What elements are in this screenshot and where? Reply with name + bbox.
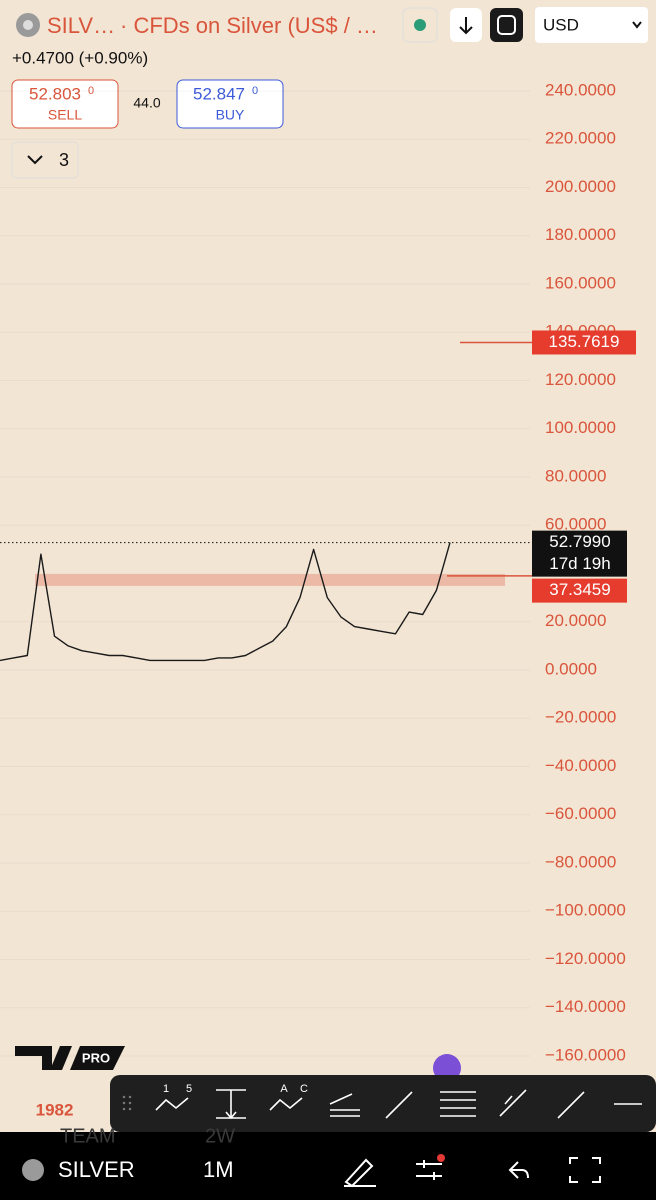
- last-price-box: [532, 530, 627, 577]
- y-tick-label: −40.0000: [545, 756, 616, 775]
- y-tick-label: 200.0000: [545, 177, 616, 196]
- y-tick-label: −120.0000: [545, 949, 626, 968]
- y-tick-label: −60.0000: [545, 804, 616, 823]
- drawing-toolbar: [110, 1075, 656, 1132]
- notification-dot: [437, 1154, 445, 1162]
- chevron: [27, 155, 43, 165]
- ghost-text: TEAM: [60, 1125, 116, 1147]
- sell-superscript: 0: [88, 85, 94, 97]
- symbol-icon: [22, 1159, 44, 1181]
- symbol-icon-inner: [23, 20, 33, 30]
- status-dot: [414, 19, 426, 31]
- y-tick-label: −160.0000: [545, 1045, 626, 1064]
- interval[interactable]: 1M: [203, 1157, 234, 1182]
- symbol[interactable]: SILV…: [47, 13, 115, 38]
- buy-price: 52.847: [193, 84, 245, 103]
- toolbar-icons: [122, 1089, 642, 1120]
- bottom-icons: [344, 1157, 601, 1188]
- y-tick-label: 0.0000: [545, 659, 597, 678]
- bottom-symbol[interactable]: SILVER: [58, 1157, 135, 1182]
- sell-label: SELL: [48, 107, 82, 123]
- target-label-box: [532, 330, 636, 355]
- layout-icon: [497, 15, 516, 35]
- y-tick-label: 240.0000: [545, 80, 616, 99]
- bottom-bar: [0, 1132, 656, 1200]
- support-zone: [35, 573, 505, 586]
- y-tick-label: 120.0000: [545, 370, 616, 389]
- y-tick-label: 60.0000: [545, 515, 606, 534]
- buy-button[interactable]: [176, 79, 284, 129]
- currency: USD: [543, 15, 579, 34]
- y-tick-label: 80.0000: [545, 466, 606, 485]
- logo-text: PRO: [82, 1050, 110, 1065]
- ghost-text: 2W: [205, 1125, 235, 1147]
- tool-label: C: [300, 1083, 308, 1095]
- buy-label: BUY: [216, 107, 245, 123]
- last-price-label: 52.7990: [549, 532, 610, 551]
- description: · CFDs on Silver (US$ / …: [120, 13, 378, 38]
- layout-button[interactable]: [490, 8, 523, 42]
- y-tick-label: −80.0000: [545, 852, 616, 871]
- y-tick-label: 100.0000: [545, 418, 616, 437]
- y-tick-label: −100.0000: [545, 901, 626, 920]
- y-tick-label: 160.0000: [545, 273, 616, 292]
- countdown: 17d 19h: [549, 554, 610, 573]
- y-tick-label: 220.0000: [545, 129, 616, 148]
- support-label-box: [532, 578, 627, 603]
- tool-label: 5: [186, 1083, 192, 1095]
- price-line: [0, 542, 451, 662]
- chart: −160.0000 −140.0000 −120.0000 −100.0000 −80.…: [0, 80, 636, 1064]
- target-label: 135.7619: [549, 332, 620, 351]
- price-change: +0.4700 (+0.90%): [12, 48, 148, 67]
- tool-label: 1: [163, 1083, 169, 1095]
- y-tick-label: 20.0000: [545, 611, 606, 630]
- sell-price: 52.803: [29, 84, 81, 103]
- buy-superscript: 0: [252, 85, 258, 97]
- sell-button[interactable]: [11, 79, 119, 129]
- support-label: 37.3459: [549, 580, 610, 599]
- indicators-toggle[interactable]: [11, 141, 79, 179]
- x-tick-label: 1982: [36, 1100, 74, 1119]
- tool-label: A: [280, 1083, 288, 1095]
- download-icon: [459, 17, 473, 35]
- indicators-count: 3: [59, 150, 69, 170]
- y-tick-label: −140.0000: [545, 997, 626, 1016]
- y-tick-label: −20.0000: [545, 708, 616, 727]
- spread: 44.0: [133, 95, 160, 111]
- y-tick-label: 180.0000: [545, 225, 616, 244]
- currency-select[interactable]: [535, 7, 648, 43]
- logo-mark: [15, 1046, 125, 1070]
- chevron: [632, 21, 642, 29]
